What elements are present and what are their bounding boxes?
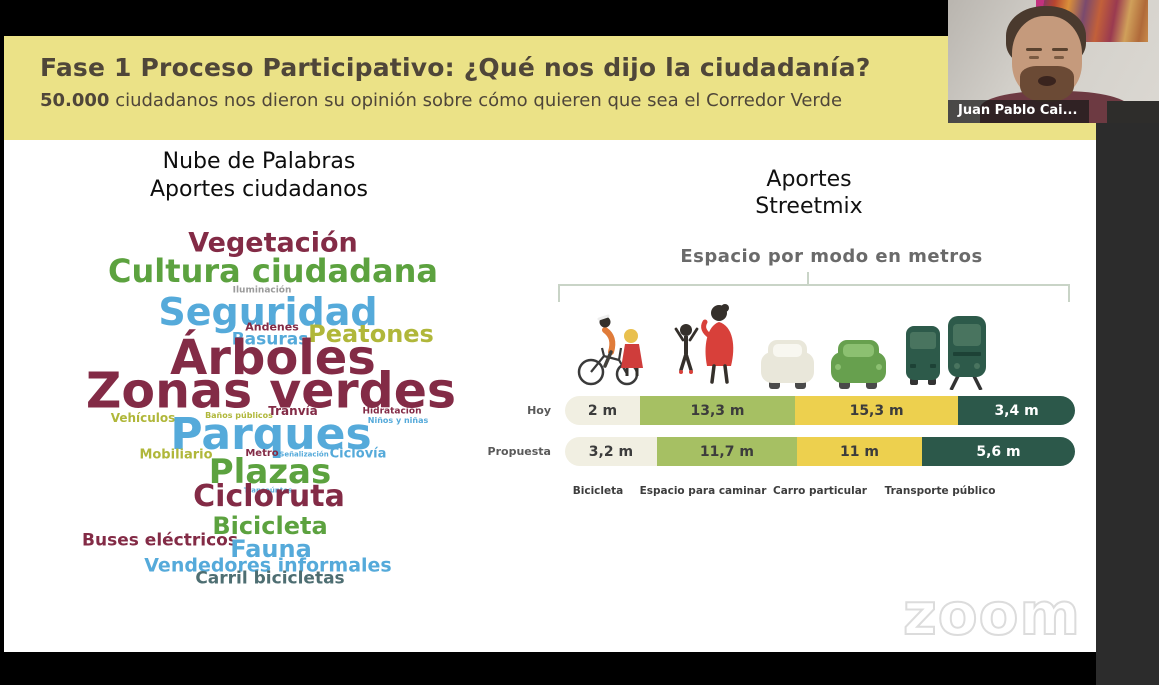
bar-segment: 15,3 m [795,396,959,425]
cloud-word: Buses eléctricos [82,530,238,551]
cloud-word: Vehículos [110,411,176,425]
bicycle-icon [577,314,643,386]
cloud-word: Cultura ciudadana [108,252,438,290]
slide-header: Fase 1 Proceso Participativo: ¿Qué nos d… [4,36,1096,140]
participant-mouth [1038,76,1056,86]
chart-category-label: Carro particular [773,485,867,497]
wordcloud-title: Nube de Palabras Aportes ciudadanos [84,148,434,204]
cloud-word: Hidratación [362,406,422,417]
streetmix-title: Aportes Streetmix [659,166,959,220]
stacked-bar-propuesta: 3,2 m 11,7 m 11 m 5,6 m [565,437,1075,466]
cloud-word: Peatones [308,320,434,348]
bracket [558,284,1070,302]
cloud-word: Plazas [208,452,332,492]
slide-subtitle: 50.000 ciudadanos nos dieron su opinión … [40,90,1096,111]
cloud-word: Árboles [170,330,376,386]
cloud-word: Basuras [231,329,309,350]
cloud-word: Baños públicos [205,411,273,420]
slide-title: Fase 1 Proceso Participativo: ¿Qué nos d… [40,53,871,82]
bar-segment: 5,6 m [921,437,1075,466]
bar-segment: 3,4 m [958,396,1075,425]
bracket-stem [807,272,809,285]
cloud-word: Cicloruta [193,479,345,514]
word-cloud: Vegetación Cultura ciudadana Iluminación Se… [80,216,580,652]
cloud-word: Ciclovía [329,446,387,462]
subtitle-count: 50.000 [40,90,110,111]
participant-name-label: Juan Pablo Cai... [948,100,1090,123]
cloud-word: Carril bicicletas [195,568,345,589]
stacked-bar-hoy: 2 m 13,3 m 15,3 m 3,4 m [565,396,1075,425]
wordcloud-title-line1: Nube de Palabras [162,149,356,174]
bar-segment: 11 m [797,437,922,466]
cloud-word: Transeúntes [243,486,293,495]
chart-category-labels: Bicicleta Espacio para caminar Carro parti… [4,485,1096,501]
pedestrians-icon [674,304,734,384]
presentation-slide: Fase 1 Proceso Participativo: ¿Qué nos d… [4,36,1096,652]
cloud-word: Zonas verdes [85,362,457,420]
chart-category-label: Espacio para caminar [639,485,767,497]
cloud-word: Andenes [245,320,299,334]
cloud-word: Mobiliario [139,447,213,463]
wordcloud-title-line2: Aportes ciudadanos [149,177,369,202]
chart-subtitle: Espacio por modo en metros [680,246,983,267]
participant-brow [1026,48,1042,51]
participant-eye [1029,56,1039,59]
cloud-word: Tranvía [268,404,318,418]
cloud-word: Fauna [230,535,312,563]
cloud-word: Vendedores informales [144,554,392,577]
bar-segment: 3,2 m [565,437,657,466]
cloud-word: Niños y niñas [367,416,429,425]
cloud-word: Vegetación [188,227,358,259]
background-couch [1107,101,1159,123]
chart-category-label: Transporte público [884,485,996,497]
cloud-word: Señalización [279,450,329,459]
zoom-watermark: zoom [902,580,1081,648]
cloud-word: Bicicleta [212,512,328,540]
bar-segment: 13,3 m [639,396,795,425]
cloud-word: Metro [245,448,279,459]
cloud-word: Iluminación [232,285,292,296]
chart-category-label: Bicicleta [572,485,624,497]
bar-segment: 2 m [565,396,640,425]
participant-brow [1052,48,1068,51]
bar-segment: 11,7 m [656,437,798,466]
subtitle-text: ciudadanos nos dieron su opinión sobre c… [109,90,843,111]
cloud-word: Seguridad [158,290,378,334]
bar-row-label: Propuesta [487,445,551,458]
streetmix-title-line1: Aportes [766,167,852,192]
participant-eye [1054,56,1064,59]
cars-icon [761,340,886,389]
bus-tram-icon [906,316,986,390]
participant-video-tile[interactable]: Juan Pablo Cai... [948,0,1159,123]
cloud-word: Parques [170,409,372,460]
streetmix-title-line2: Streetmix [755,194,863,219]
bar-row-label: Hoy [527,404,551,417]
